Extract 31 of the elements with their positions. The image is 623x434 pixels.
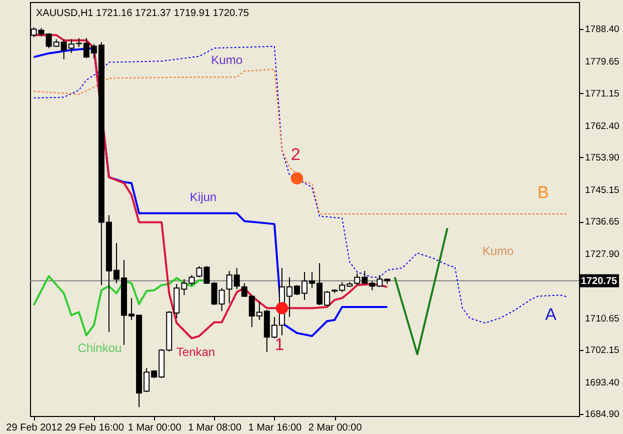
- x-tick-label: 1 Mar 08:00: [188, 422, 242, 434]
- x-tick-label: 29 Feb 2012: [6, 422, 63, 434]
- x-tick-label: 2 Mar 00:00: [308, 422, 362, 434]
- x-tick-label: 29 Feb 16:00: [64, 422, 124, 434]
- annotation: Kumo: [482, 244, 514, 258]
- annotation: A: [545, 305, 558, 324]
- y-tick-label: 1771.15: [585, 88, 620, 100]
- annotation: Kumo: [211, 53, 243, 67]
- ref-line-label: 1720.75: [580, 276, 618, 287]
- y-tick-label: 1788.40: [585, 24, 620, 36]
- annotation: B: [538, 183, 549, 202]
- y-tick-label: 1753.90: [585, 152, 620, 164]
- annotation: Tenkan: [176, 345, 216, 359]
- y-tick-label: 1702.15: [585, 344, 620, 356]
- y-tick-label: 1710.65: [585, 313, 620, 324]
- annotation: 2: [290, 145, 300, 164]
- x-tick-label: 1 Mar 00:00: [128, 422, 182, 434]
- y-tick-label: 1693.40: [585, 378, 620, 389]
- y-tick-label: 1736.65: [585, 216, 620, 228]
- y-tick-label: 1684.90: [585, 409, 620, 420]
- text: XAUUSD,H1 1721.16 1721.37 1719.91 1720.75: [36, 8, 250, 19]
- y-tick-label: 1727.90: [585, 249, 620, 260]
- y-tick-label: 1762.40: [585, 120, 620, 132]
- line-series: [33, 68, 568, 215]
- y-tick-label: 1779.65: [585, 56, 620, 68]
- x-tick-label: 1 Mar 16:00: [248, 422, 302, 434]
- annotation: 1: [274, 335, 284, 354]
- annotation: Chinkou: [78, 341, 122, 355]
- annotation: Kijun: [190, 190, 217, 204]
- line-series: [33, 46, 568, 324]
- y-tick-label: 1745.15: [585, 185, 620, 196]
